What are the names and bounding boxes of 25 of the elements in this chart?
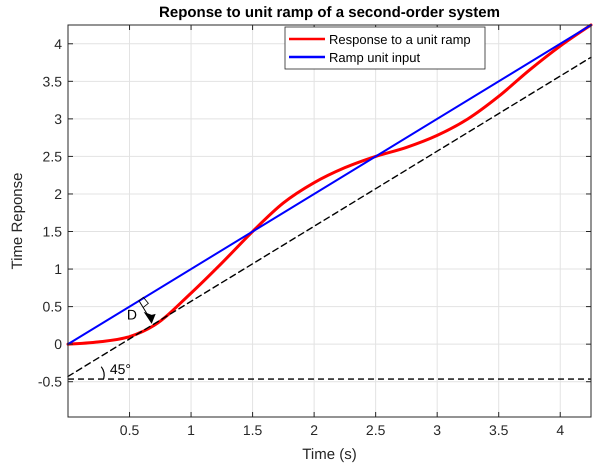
y-tick-label: 4 [54, 36, 62, 52]
x-tick-label: 4 [556, 422, 564, 438]
y-tick-label: 2.5 [42, 148, 62, 164]
y-tick-label: 3 [54, 110, 62, 127]
legend-label: Ramp unit input [329, 50, 420, 65]
y-tick-label: 1 [54, 261, 62, 278]
x-tick-label: 2.5 [366, 422, 386, 438]
y-tick-label: 0 [54, 336, 62, 352]
y-axis-title: Time Reponse [9, 172, 26, 270]
chart-title: Reponse to unit ramp of a second-order system [159, 4, 500, 21]
y-tick-label: 0.5 [42, 298, 62, 315]
y-tick-label: 1.5 [42, 224, 62, 240]
x-tick-label: 1 [187, 422, 196, 438]
x-tick-label: 1.5 [242, 422, 263, 438]
y-tick-label: -0.5 [38, 374, 62, 390]
legend-label: Response to a unit ramp [329, 32, 471, 47]
x-tick-label: 3.5 [488, 422, 509, 438]
x-tick-label: 0.5 [120, 422, 140, 438]
x-axis-title: Time (s) [302, 446, 357, 463]
annotation: D [126, 306, 138, 322]
annotation: 45° [110, 360, 132, 377]
x-tick-label: 3 [433, 422, 442, 438]
x-tick-label: 2 [310, 422, 318, 438]
y-tick-label: 2 [54, 186, 62, 202]
y-tick-label: 3.5 [42, 73, 62, 90]
